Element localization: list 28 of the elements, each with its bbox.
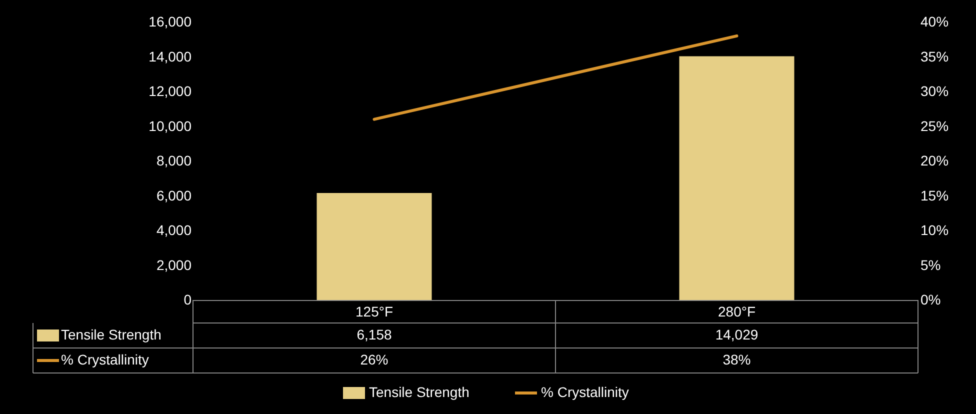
y-tick-label: 10,000 [148, 118, 192, 134]
y2-tick-label: 0% [920, 292, 941, 308]
data-label: 6,158 [356, 326, 392, 342]
data-label: 26% [360, 352, 388, 368]
y-tick-label: 4,000 [156, 222, 192, 238]
y2-tick-label: 10% [920, 222, 949, 238]
y-tick-label: 14,000 [148, 48, 192, 64]
data-label: 14,029 [715, 326, 758, 342]
data-label: 38% [722, 352, 751, 368]
y-tick-label: 8,000 [156, 152, 192, 168]
y-tick-label: 16,000 [148, 14, 192, 30]
y2-tick-label: 20% [920, 152, 949, 168]
y-tick-label: 0 [184, 292, 192, 308]
y-tick-label: 2,000 [156, 256, 192, 273]
y2-tick-label: 25% [920, 118, 949, 134]
text: Tensile Strength [61, 326, 162, 342]
y2-tick-label: 30% [920, 83, 949, 99]
x-tick-label: 125°F [355, 304, 394, 320]
y2-tick-label: 5% [920, 256, 941, 273]
x-tick-label: 280°F [718, 304, 756, 320]
y2-tick-label: 40% [920, 14, 949, 30]
y-tick-label: 6,000 [156, 187, 192, 204]
legend-label: Tensile Strength [369, 384, 470, 400]
legend-label: % Crystallinity [541, 384, 629, 400]
y-tick-label: 12,000 [148, 83, 192, 99]
y2-tick-label: 15% [920, 187, 949, 204]
y2-tick-label: 35% [920, 48, 949, 64]
text: % Crystallinity [61, 352, 149, 368]
